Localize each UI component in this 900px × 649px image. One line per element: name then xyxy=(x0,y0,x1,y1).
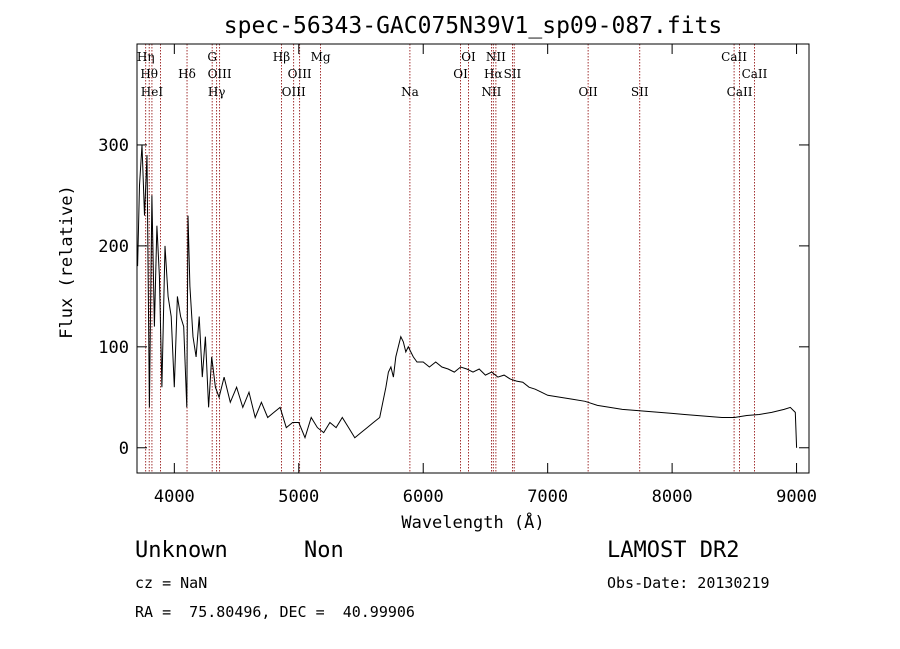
spectral-line-label: Mg xyxy=(311,50,331,64)
spectral-line-label: Hβ xyxy=(273,50,290,64)
y-axis-label: Flux (relative) xyxy=(57,185,77,339)
y-tick-label: 0 xyxy=(119,439,129,459)
spectral-line-label: Na xyxy=(401,85,419,99)
coordinates: RA = 75.80496, DEC = 40.99906 xyxy=(135,603,415,621)
spectral-line-label: OI xyxy=(453,67,468,81)
spectral-line-label: Hδ xyxy=(178,67,196,81)
spectral-line-label: CaII xyxy=(742,67,768,81)
x-axis-label: Wavelength (Å) xyxy=(401,511,544,533)
spectral-line-label: OIII xyxy=(208,67,232,81)
survey-label: LAMOST DR2 xyxy=(607,538,740,563)
x-tick-label: 5000 xyxy=(278,487,319,507)
spectral-line-label: CaII xyxy=(721,50,747,64)
spectral-line-markers xyxy=(145,44,755,473)
spectral-line-label: CaII xyxy=(727,85,753,99)
spectral-line-label: OII xyxy=(578,85,598,99)
spectral-line-labels: Hη Hθ HeI Hδ G Hγ OIII Hβ OIII OIII Mg Na OI OI NII Hα N… xyxy=(137,50,768,99)
x-axis-ticks: 4000 5000 6000 7000 8000 9000 xyxy=(154,44,817,507)
spectral-line-label: Hθ xyxy=(140,67,158,81)
spectral-line-label: OIII xyxy=(282,85,306,99)
spectral-line-label: Hα xyxy=(484,67,503,81)
subclass-label: Non xyxy=(304,538,344,563)
plot-frame xyxy=(136,43,810,474)
y-tick-label: 100 xyxy=(98,338,129,358)
x-tick-label: 9000 xyxy=(776,487,817,507)
class-label: Unknown xyxy=(135,538,228,563)
obs-date: Obs-Date: 20130219 xyxy=(607,574,770,592)
y-tick-label: 300 xyxy=(98,136,129,156)
x-tick-label: 7000 xyxy=(527,487,568,507)
spectral-line-label: SII xyxy=(631,85,649,99)
y-axis-ticks: 0 100 200 300 xyxy=(98,136,809,459)
spectral-line-label: NII xyxy=(486,50,506,64)
spectral-line-label: Hγ xyxy=(208,85,226,99)
chart-title: spec-56343-GAC075N39V1_sp09-087.fits xyxy=(224,13,723,39)
x-tick-label: 4000 xyxy=(154,487,195,507)
spectral-line-label: NII xyxy=(481,85,501,99)
spectral-line-label: HeI xyxy=(141,85,164,99)
x-tick-label: 8000 xyxy=(652,487,693,507)
spectral-line-label: Hη xyxy=(137,50,155,64)
spectral-line-label: G xyxy=(207,50,217,64)
x-tick-label: 6000 xyxy=(403,487,444,507)
y-tick-label: 200 xyxy=(98,237,129,257)
spectrum-series-line xyxy=(137,144,798,448)
spectral-line-label: SII xyxy=(504,67,522,81)
spectral-line-label: OI xyxy=(461,50,476,64)
cz-value: cz = NaN xyxy=(135,574,208,592)
spectral-line-label: OIII xyxy=(288,67,312,81)
